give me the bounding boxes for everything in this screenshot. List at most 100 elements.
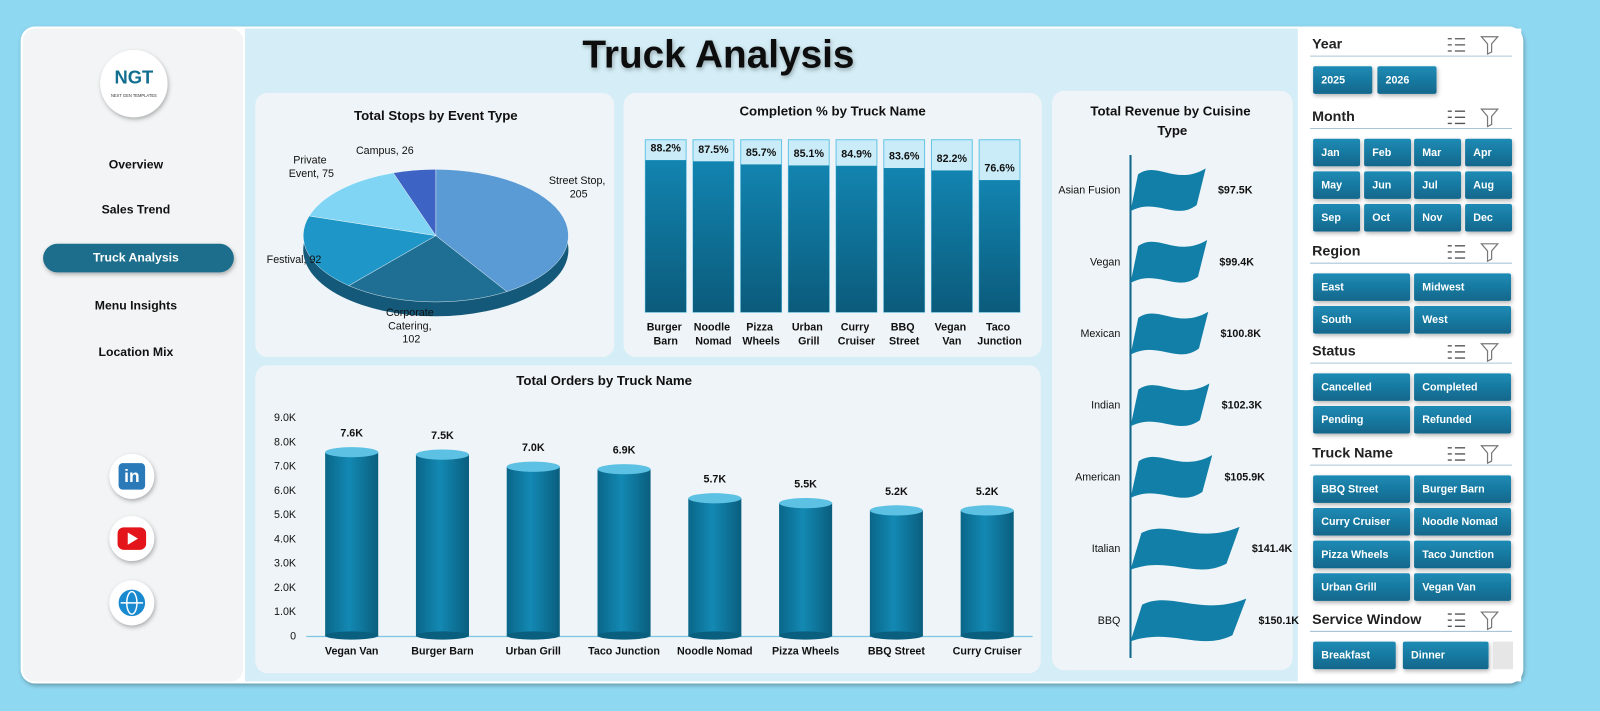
y-tick-label: 7.0K xyxy=(274,461,297,473)
slicer-button[interactable] xyxy=(1364,138,1412,167)
bar xyxy=(415,454,469,637)
clear-filter-icon[interactable] xyxy=(1480,611,1500,631)
slicer-button-label[interactable]: Aug xyxy=(1473,179,1494,191)
slicer-button-label[interactable]: Apr xyxy=(1473,147,1491,159)
slicer-button-label[interactable]: Dec xyxy=(1473,212,1493,224)
slicer-button[interactable] xyxy=(1414,171,1462,199)
slicer-button[interactable] xyxy=(1414,475,1511,503)
slicer-button[interactable] xyxy=(1313,138,1361,167)
slicer-button-label[interactable]: Refunded xyxy=(1422,414,1471,426)
slicer-button-label[interactable]: Jun xyxy=(1372,179,1391,191)
multi-select-icon[interactable] xyxy=(1447,447,1466,461)
y-tick-label: 9.0K xyxy=(274,412,297,424)
bar xyxy=(779,503,833,637)
bar xyxy=(325,452,379,637)
multi-select-icon[interactable] xyxy=(1447,38,1466,52)
nav-item[interactable]: Overview xyxy=(109,157,164,171)
slicer-button[interactable] xyxy=(1313,540,1411,569)
slicer-button-label[interactable]: Urban Grill xyxy=(1321,581,1376,593)
slicer-button-label[interactable]: Mar xyxy=(1422,147,1441,159)
slicer-button-label[interactable]: Pizza Wheels xyxy=(1321,549,1388,561)
text-line: Van xyxy=(942,336,961,348)
x-tick-label: Urban Grill xyxy=(506,646,561,658)
nav-item[interactable]: Sales Trend xyxy=(102,202,171,216)
slicer-button-label[interactable]: Jul xyxy=(1422,179,1437,191)
slicer-button[interactable] xyxy=(1414,508,1511,536)
multi-select-icon[interactable] xyxy=(1447,110,1466,125)
slicer-button[interactable] xyxy=(1414,405,1511,434)
slicer-button-label[interactable]: BBQ Street xyxy=(1321,483,1379,495)
slicer-button-label[interactable]: Taco Junction xyxy=(1422,549,1494,561)
data-label: 5.5K xyxy=(794,479,817,491)
slicer-button[interactable] xyxy=(1313,273,1411,301)
slicer-button-label[interactable]: Curry Cruiser xyxy=(1321,516,1390,528)
clear-filter-icon[interactable] xyxy=(1480,343,1500,363)
slicer-button[interactable] xyxy=(1313,508,1411,536)
slicer-button[interactable] xyxy=(1465,138,1513,167)
slicer-button[interactable] xyxy=(1313,405,1411,434)
slicer-button[interactable] xyxy=(1414,204,1462,232)
slicer-button-label[interactable]: West xyxy=(1422,314,1448,326)
slicer-button[interactable] xyxy=(1313,475,1411,503)
slicer-button-label[interactable]: Burger Barn xyxy=(1422,483,1484,495)
slicer-button[interactable] xyxy=(1313,573,1411,601)
slicer-button[interactable] xyxy=(1313,171,1361,199)
nav-item[interactable]: Truck Analysis xyxy=(93,250,179,264)
text-line: Nomad xyxy=(695,336,731,348)
slicer-button-label[interactable]: Completed xyxy=(1422,381,1477,393)
slicer-button-label[interactable]: Feb xyxy=(1372,147,1391,159)
bar xyxy=(1130,240,1208,283)
slicer-button-label[interactable]: Pending xyxy=(1321,414,1363,426)
slicer-button-label[interactable]: Dinner xyxy=(1411,650,1445,662)
slicer-button-label[interactable]: May xyxy=(1321,179,1342,191)
clear-filter-icon[interactable] xyxy=(1480,36,1500,56)
slicer-button-label[interactable]: East xyxy=(1321,281,1344,293)
slicer-button-label[interactable]: Jan xyxy=(1321,147,1339,159)
slicer-button-label[interactable]: 2025 xyxy=(1321,74,1345,86)
multi-select-icon[interactable] xyxy=(1447,613,1466,627)
slicer-button[interactable] xyxy=(1414,138,1462,167)
slicer-button-label[interactable]: South xyxy=(1321,314,1351,326)
slicer-button[interactable] xyxy=(1313,641,1396,670)
slicer-button-label[interactable]: Midwest xyxy=(1422,281,1465,293)
slicer-button-label[interactable]: Sep xyxy=(1321,212,1341,224)
slicer-button[interactable] xyxy=(1414,306,1511,334)
slicer-button[interactable] xyxy=(1414,573,1511,601)
slicer-button-label[interactable]: Noodle Nomad xyxy=(1422,516,1498,528)
text-line: Catering, xyxy=(388,320,434,332)
multi-select-icon[interactable] xyxy=(1447,245,1466,259)
clear-filter-icon[interactable] xyxy=(1480,445,1500,465)
slicer-button[interactable] xyxy=(1313,66,1373,94)
nav-item[interactable]: Menu Insights xyxy=(95,298,177,312)
slicer-button[interactable] xyxy=(1313,373,1411,401)
slicer-button[interactable] xyxy=(1313,306,1411,334)
slicer-button[interactable] xyxy=(1465,171,1513,199)
text-line: BBQ xyxy=(891,321,918,333)
slicer-button[interactable] xyxy=(1414,373,1511,401)
slicer-button-label[interactable]: Cancelled xyxy=(1321,381,1372,393)
y-tick-label: 4.0K xyxy=(274,533,297,545)
slicer-button[interactable] xyxy=(1377,66,1437,94)
clear-filter-icon[interactable] xyxy=(1480,108,1500,128)
slicer-button-label[interactable]: Vegan Van xyxy=(1422,581,1476,593)
slicer-button-label[interactable]: 2026 xyxy=(1386,74,1410,86)
panel xyxy=(1051,90,1293,671)
data-label: $99.4K xyxy=(1219,256,1254,268)
slicer-button-label[interactable]: Oct xyxy=(1372,212,1390,224)
nav-item[interactable]: Location Mix xyxy=(99,345,174,359)
slicer-button[interactable] xyxy=(1313,204,1361,232)
slicer-button-label[interactable]: Nov xyxy=(1422,212,1442,224)
slicer-button[interactable] xyxy=(1364,204,1412,232)
bar-top xyxy=(597,464,651,475)
multi-select-icon[interactable] xyxy=(1447,345,1466,359)
slicer-button[interactable] xyxy=(1414,273,1511,301)
bar xyxy=(645,160,687,313)
x-tick-label: Noodle Nomad xyxy=(694,321,733,347)
slicer-button[interactable] xyxy=(1364,171,1412,199)
clear-filter-icon[interactable] xyxy=(1480,243,1500,263)
slicer-button[interactable] xyxy=(1414,540,1511,569)
slicer-button[interactable] xyxy=(1465,204,1513,232)
x-tick-label: Urban Grill xyxy=(792,321,826,347)
slicer-button[interactable] xyxy=(1402,641,1489,670)
slicer-button-label[interactable]: Breakfast xyxy=(1321,650,1370,662)
